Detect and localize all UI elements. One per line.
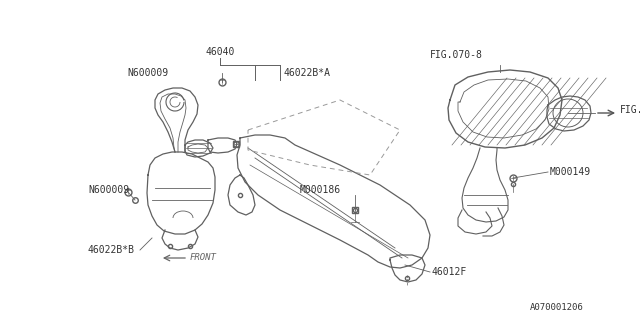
Text: A070001206: A070001206 xyxy=(530,303,584,313)
Text: N600009: N600009 xyxy=(127,68,168,78)
Text: FIG.070-8: FIG.070-8 xyxy=(430,50,483,60)
Text: M000186: M000186 xyxy=(300,185,341,195)
Text: M000149: M000149 xyxy=(550,167,591,177)
Text: 46022B*B: 46022B*B xyxy=(88,245,135,255)
Text: FIG.070-6: FIG.070-6 xyxy=(620,105,640,115)
Text: FRONT: FRONT xyxy=(190,253,217,262)
Text: 46012F: 46012F xyxy=(432,267,467,277)
Text: 46040: 46040 xyxy=(205,47,235,57)
Text: 46022B*A: 46022B*A xyxy=(284,68,331,78)
Text: N600009: N600009 xyxy=(88,185,129,195)
